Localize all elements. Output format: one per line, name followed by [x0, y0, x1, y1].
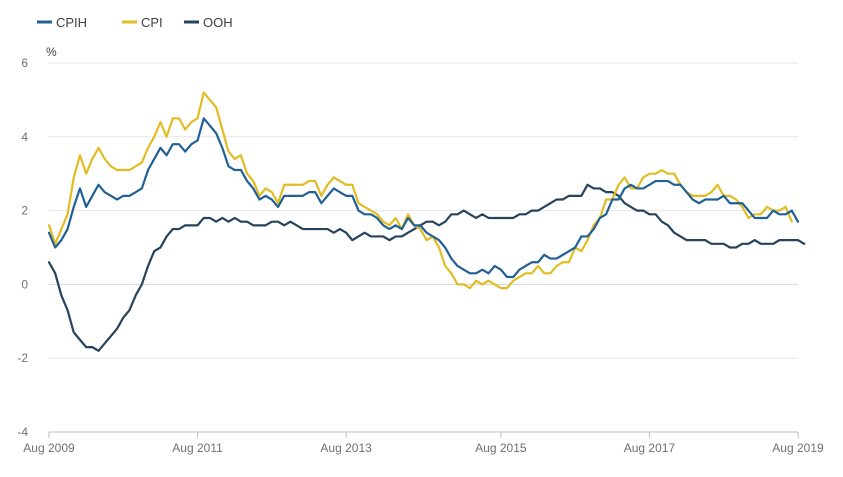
x-axis: Aug 2009 Aug 2011 Aug 2013 Aug 2015 Aug 2017…	[23, 431, 824, 455]
y-tick-label: 2	[21, 204, 28, 218]
x-tick-label: Aug 2015	[475, 441, 527, 455]
legend-label-cpih: CPIH	[56, 15, 87, 30]
y-unit-label: %	[46, 45, 57, 59]
x-tick-label: Aug 2017	[624, 441, 676, 455]
series-line-cpi	[47, 91, 793, 290]
y-tick-label: -4	[17, 425, 28, 439]
y-tick-label: -2	[17, 351, 28, 365]
y-tick-label: 4	[21, 130, 28, 144]
series-lines	[47, 91, 806, 352]
legend: CPIH CPI OOH	[37, 15, 233, 30]
legend-label-ooh: OOH	[203, 15, 233, 30]
y-tick-label: 6	[21, 56, 28, 70]
x-tick-label: Aug 2009	[23, 441, 75, 455]
series-line-ooh	[47, 183, 806, 352]
x-tick-label: Aug 2019	[772, 441, 824, 455]
y-tick-label: 0	[21, 277, 28, 291]
x-tick-label: Aug 2011	[172, 441, 223, 455]
y-axis: -4 -2 0 2 4 6	[17, 56, 28, 439]
legend-label-cpi: CPI	[141, 15, 163, 30]
series-line-cpih	[47, 117, 800, 279]
x-tick-label: Aug 2013	[320, 441, 372, 455]
